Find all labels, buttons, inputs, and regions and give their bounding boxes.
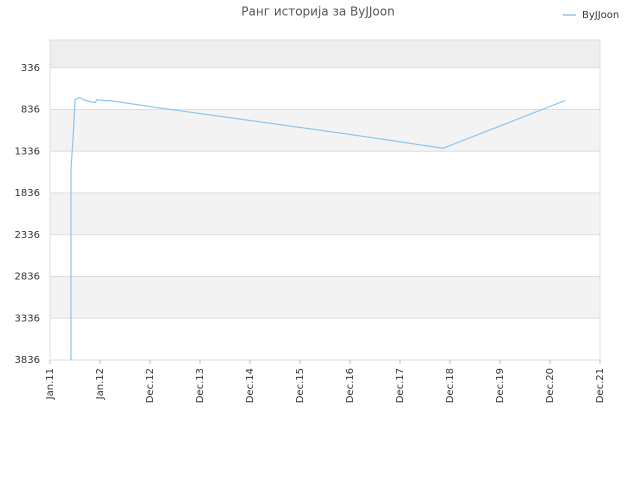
x-tick-label: Dec.15 <box>295 368 306 403</box>
y-tick-label: 1336 <box>15 146 40 157</box>
grid-band <box>50 40 600 68</box>
series-line <box>70 96 566 360</box>
y-tick-label: 836 <box>21 105 40 116</box>
x-tick-label: Dec.16 <box>345 368 356 403</box>
grid-band <box>50 318 600 360</box>
y-tick-label: 1836 <box>15 188 40 199</box>
legend-label: ByJJoon <box>582 10 619 21</box>
grid-band <box>50 276 600 319</box>
x-tick-label: Dec.17 <box>395 368 406 403</box>
x-tick-label: Dec.20 <box>545 368 556 403</box>
x-tick-label: Dec.19 <box>495 368 506 403</box>
x-tick-label: Jan.11 <box>45 368 56 400</box>
x-tick-label: Dec.12 <box>145 368 156 403</box>
grid-band <box>50 234 600 277</box>
x-tick-label: Dec.13 <box>195 368 206 403</box>
y-tick-label: 3836 <box>15 355 40 366</box>
grid-band <box>50 193 600 235</box>
x-tick-label: Dec.21 <box>595 368 606 403</box>
x-tick-label: Dec.14 <box>245 368 256 403</box>
x-tick-label: Dec.18 <box>445 368 456 403</box>
grid-band <box>50 67 600 110</box>
chart-title: Ранг историја за ByJJoon <box>241 5 394 19</box>
y-tick-label: 3336 <box>15 313 40 324</box>
y-tick-label: 336 <box>21 63 40 74</box>
y-tick-label: 2836 <box>15 272 40 283</box>
x-tick-label: Jan.12 <box>95 368 106 400</box>
y-tick-label: 2336 <box>15 230 40 241</box>
grid-band <box>50 151 600 194</box>
